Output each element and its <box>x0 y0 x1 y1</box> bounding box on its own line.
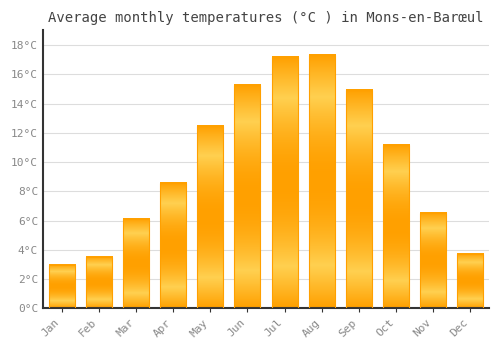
Bar <box>272 57 297 308</box>
Bar <box>234 85 260 308</box>
Bar <box>160 183 186 308</box>
Bar <box>48 265 74 308</box>
Bar <box>86 257 112 308</box>
Bar <box>420 214 446 308</box>
Bar <box>346 90 372 308</box>
Title: Average monthly temperatures (°C ) in Mons-en-Barœul: Average monthly temperatures (°C ) in Mo… <box>48 11 484 25</box>
Bar <box>123 219 149 308</box>
Bar <box>197 126 223 308</box>
Bar <box>458 254 483 308</box>
Bar <box>308 55 334 308</box>
Bar <box>383 145 409 308</box>
